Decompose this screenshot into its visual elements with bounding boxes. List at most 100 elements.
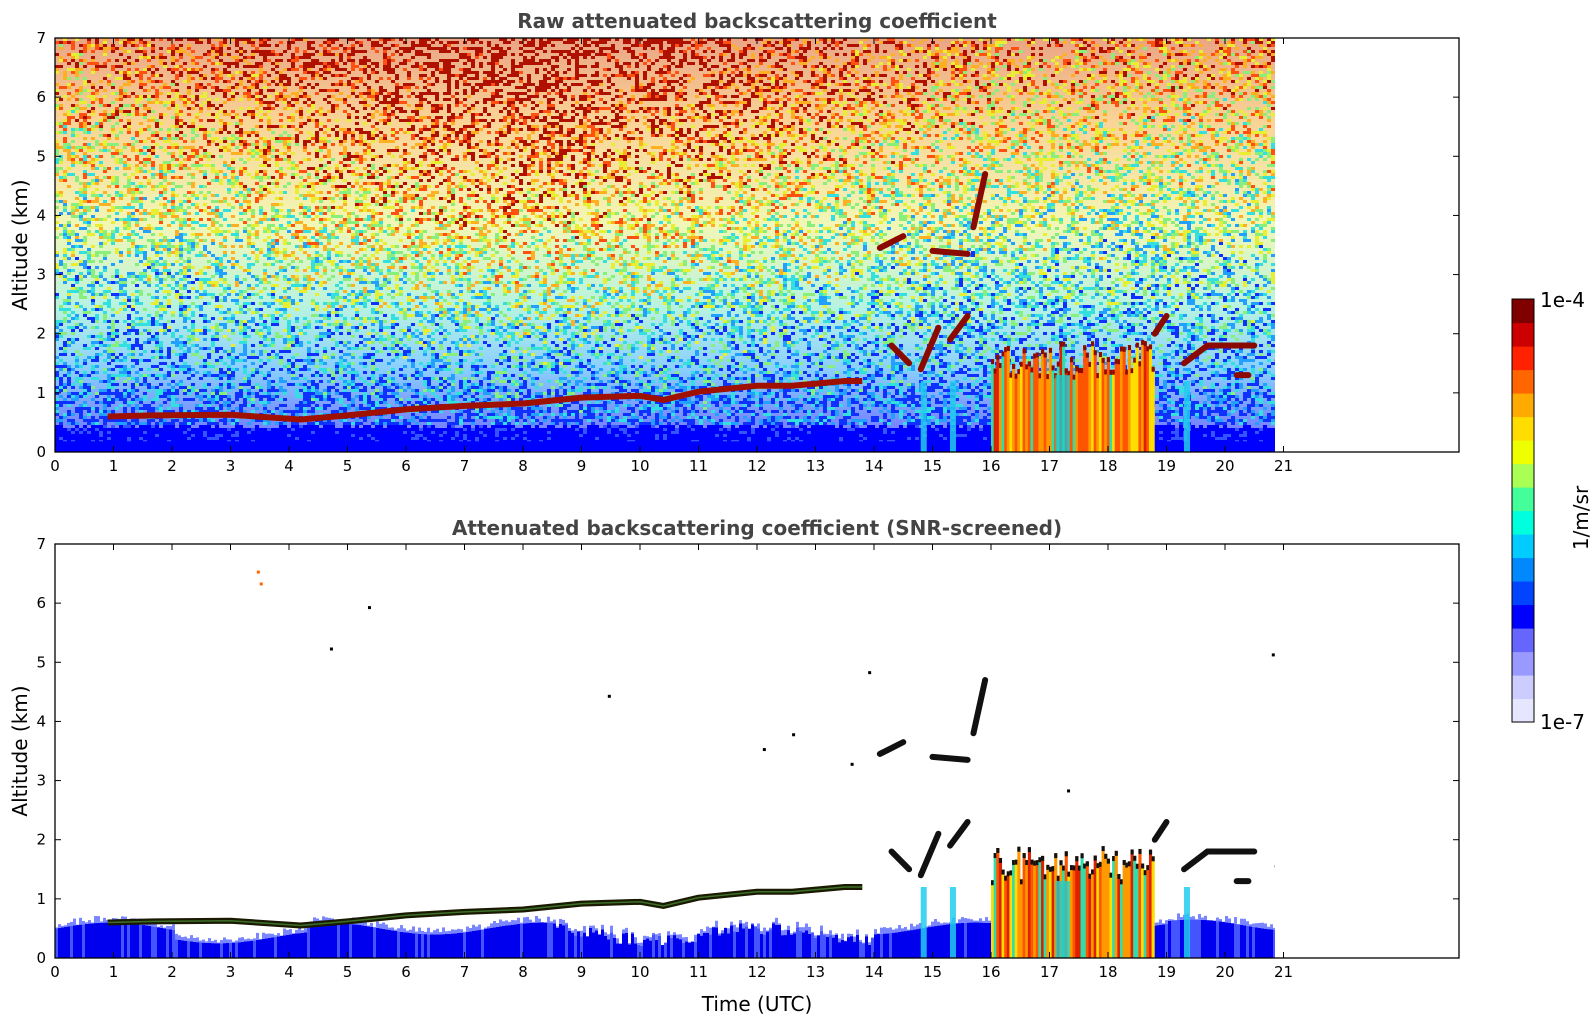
- raw-backscatter-panel: Raw attenuated backscattering coefficien…: [8, 9, 1460, 475]
- y-tick-label: 2: [36, 831, 46, 849]
- x-tick-label: 6: [401, 457, 411, 475]
- colorbar-step: [1512, 581, 1534, 606]
- x-tick-label: 6: [401, 963, 411, 981]
- x-tick-label: 10: [630, 457, 649, 475]
- x-tick-label: 15: [923, 963, 942, 981]
- y-tick-label: 1: [36, 384, 46, 402]
- colorbar: 1e-4 1e-7 1/m/sr: [1511, 288, 1593, 734]
- y-tick-label: 4: [36, 206, 46, 224]
- x-tick-label: 5: [343, 457, 353, 475]
- cloud-layer: [888, 342, 913, 367]
- cloud-layer: [917, 830, 942, 879]
- x-tick-label: 7: [460, 457, 470, 475]
- colorbar-step: [1512, 487, 1534, 512]
- cloud-layer: [917, 324, 942, 373]
- panel1-y-axis-label: Altitude (km): [8, 179, 32, 310]
- cloud-layer: [888, 848, 913, 873]
- x-tick-label: 14: [864, 963, 883, 981]
- x-tick-label: 21: [1274, 963, 1293, 981]
- x-tick-label: 18: [1098, 457, 1117, 475]
- panel2-y-axis-label: Altitude (km): [8, 685, 32, 816]
- cloud-layer: [1181, 848, 1211, 873]
- x-tick-label: 2: [167, 457, 177, 475]
- snr-screened-backscatter-panel: Attenuated backscattering coefficient (S…: [8, 516, 1460, 1016]
- y-tick-label: 7: [36, 535, 46, 553]
- y-tick-label: 6: [36, 594, 46, 612]
- y-tick-label: 6: [36, 88, 46, 106]
- colorbar-step: [1512, 604, 1534, 629]
- cloud-layer: [947, 818, 971, 849]
- panel1-y-ticks: 0 1 2 3 4 5 6 7: [36, 29, 1459, 461]
- x-tick-label: 1: [109, 963, 119, 981]
- precipitation-block: [991, 846, 1155, 958]
- colorbar-step: [1512, 534, 1534, 559]
- colorbar-step: [1512, 698, 1534, 723]
- x-tick-label: 3: [226, 963, 236, 981]
- colorbar-step: [1512, 322, 1534, 347]
- cloud-layer: [876, 233, 907, 251]
- cloud-layer: [1274, 864, 1275, 868]
- x-tick-label: 16: [981, 963, 1000, 981]
- y-tick-label: 4: [36, 712, 46, 730]
- x-tick-label: 10: [630, 963, 649, 981]
- cloud-layer: [1181, 342, 1211, 367]
- colorbar-step: [1512, 299, 1534, 324]
- panel1-x-ticks: 0 1 2 3 4 5 6 7 8 9 10 11 12 13 14 15 16 17 18 19 20 21: [50, 38, 1293, 475]
- fall-streak: [949, 381, 956, 452]
- cloud-layer: [970, 171, 989, 231]
- x-tick-label: 15: [923, 457, 942, 475]
- boundary-layer-edge: [107, 886, 863, 927]
- x-tick-label: 19: [1157, 963, 1176, 981]
- x-tick-label: 17: [1040, 963, 1059, 981]
- panel2-title: Attenuated backscattering coefficient (S…: [452, 516, 1062, 540]
- x-tick-label: 3: [226, 457, 236, 475]
- surface-layer: [55, 441, 1275, 452]
- x-tick-label: 19: [1157, 457, 1176, 475]
- panel2-frame: [54, 543, 1460, 959]
- x-tick-label: 0: [50, 963, 60, 981]
- y-tick-label: 1: [36, 890, 46, 908]
- x-tick-label: 8: [518, 963, 528, 981]
- y-tick-label: 7: [36, 29, 46, 47]
- cloud-layer: [876, 739, 907, 757]
- precip-gap: [1055, 881, 1070, 958]
- colorbar-scale: [1512, 299, 1534, 723]
- x-tick-label: 11: [689, 457, 708, 475]
- y-tick-label: 3: [36, 772, 46, 790]
- boundary-layer-top: [107, 378, 863, 423]
- x-axis-label: Time (UTC): [701, 992, 813, 1016]
- precip-gap: [1055, 375, 1070, 452]
- colorbar-step: [1512, 651, 1534, 676]
- x-tick-label: 4: [284, 457, 294, 475]
- x-tick-label: 11: [689, 963, 708, 981]
- x-tick-label: 12: [747, 963, 766, 981]
- fall-streak: [949, 887, 956, 958]
- fall-streak: [920, 887, 927, 958]
- cloud-layer: [1151, 312, 1170, 337]
- x-tick-label: 20: [1215, 457, 1234, 475]
- cloud-layer: [970, 677, 989, 737]
- x-tick-label: 13: [806, 457, 825, 475]
- colorbar-max-label: 1e-4: [1540, 288, 1585, 312]
- panel1-title: Raw attenuated backscattering coefficien…: [517, 9, 997, 33]
- x-tick-label: 14: [864, 457, 883, 475]
- fall-streak: [920, 381, 927, 452]
- x-tick-label: 4: [284, 963, 294, 981]
- x-tick-label: 9: [577, 963, 587, 981]
- cloud-layer: [1151, 818, 1170, 843]
- colorbar-step: [1512, 346, 1534, 371]
- colorbar-unit-label: 1/m/sr: [1569, 485, 1593, 550]
- raw-backscatter-plot-area: [55, 38, 1275, 452]
- x-tick-label: 12: [747, 457, 766, 475]
- x-tick-label: 13: [806, 963, 825, 981]
- colorbar-step: [1512, 463, 1534, 488]
- fall-streak: [1183, 381, 1190, 452]
- y-tick-label: 0: [36, 949, 46, 967]
- panel2-y-ticks: 0 1 2 3 4 5 6 7: [36, 535, 1459, 967]
- x-tick-label: 5: [343, 963, 353, 981]
- colorbar-step: [1512, 675, 1534, 700]
- colorbar-step: [1512, 416, 1534, 441]
- x-tick-label: 16: [981, 457, 1000, 475]
- y-tick-label: 5: [36, 653, 46, 671]
